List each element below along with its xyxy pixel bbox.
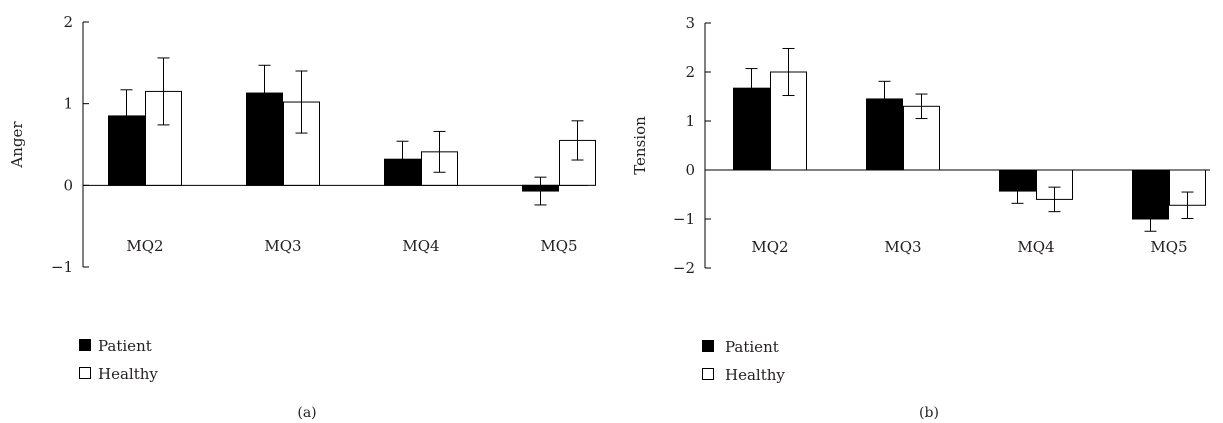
y-tick-label: 3	[685, 14, 695, 32]
panel-label-b: (b)	[919, 405, 939, 421]
y-tick-label: 0	[685, 161, 695, 179]
y-tick-label: −1	[673, 210, 695, 228]
y-tick-label: 1	[63, 95, 73, 113]
category-label: MQ3	[884, 238, 921, 256]
legend-label-healthy: Healthy	[98, 365, 158, 383]
y-tick-label: 2	[63, 13, 73, 31]
category-label: MQ3	[264, 237, 301, 255]
category-label: MQ4	[1017, 238, 1054, 256]
y-tick-label: −1	[51, 258, 73, 276]
y-tick-label: 0	[63, 176, 73, 194]
category-label: MQ2	[126, 237, 163, 255]
y-axis-label: Anger	[8, 121, 26, 169]
legend-b: Patient Healthy	[702, 338, 785, 384]
chart-panel-a: −1 0 1 2 Anger MQ2 MQ3 MQ4 MQ5	[8, 13, 596, 276]
y-axis-label: Tension	[631, 116, 649, 175]
legend-swatch-patient	[79, 339, 91, 351]
y-tick-label: 2	[685, 63, 695, 81]
y-tick-label: 1	[685, 112, 695, 130]
legend-swatch-healthy	[79, 367, 91, 379]
category-label: MQ4	[402, 237, 439, 255]
category-label: MQ5	[1150, 238, 1187, 256]
category-label: MQ5	[540, 237, 577, 255]
chart-panel-b: −2 −1 0 1 2 3 Tension MQ2 MQ3 MQ4 MQ5	[631, 14, 1210, 277]
legend-swatch-healthy	[702, 368, 714, 380]
legend-label-patient: Patient	[725, 338, 779, 356]
category-label: MQ2	[751, 238, 788, 256]
legend-label-healthy: Healthy	[725, 366, 785, 384]
panel-label-a: (a)	[297, 405, 316, 421]
legend-a: Patient Healthy	[79, 337, 158, 383]
y-tick-label: −2	[673, 259, 695, 277]
legend-label-patient: Patient	[98, 337, 152, 355]
legend-swatch-patient	[702, 340, 714, 352]
